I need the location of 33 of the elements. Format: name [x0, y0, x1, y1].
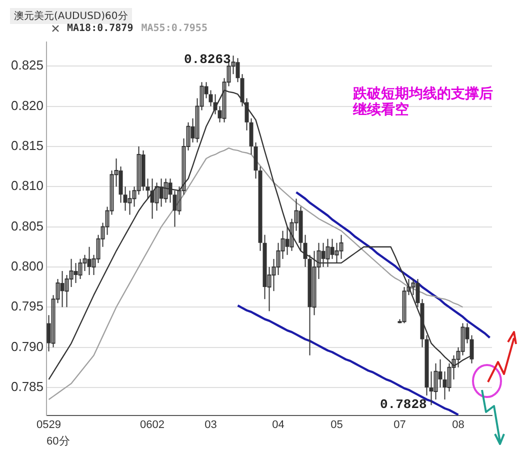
y-tick-label: 0.815 [10, 138, 44, 154]
y-tick-label: 0.795 [10, 298, 44, 314]
x-tick-label: 07 [394, 419, 406, 432]
candlestick [208, 90, 213, 107]
candlestick [339, 234, 344, 260]
annotation: 0.7828 [380, 397, 428, 413]
y-tick-label: 0.810 [10, 178, 44, 194]
x-tick-label: 04 [272, 419, 284, 432]
candlestick [244, 98, 249, 131]
y-tick-label: 0.825 [10, 58, 44, 73]
candlestick [416, 278, 420, 308]
candlestick [213, 94, 218, 115]
chart-title: 澳元美元(AUDUSD)60分 [10, 8, 132, 24]
x-tick-label: 08 [452, 419, 464, 432]
candlestick [168, 178, 172, 204]
candlestick [146, 178, 150, 200]
y-tick-label: 0.785 [10, 379, 44, 394]
candlestick [303, 234, 308, 268]
text: MA55:0.7955 [141, 23, 208, 34]
annotation: 跌破短期均线的支撑后继续看空 [353, 86, 494, 118]
y-tick-label: 0.790 [10, 338, 44, 354]
x-tick-label: 05 [330, 419, 343, 432]
y-tick-label: 0.820 [10, 98, 44, 113]
candlestick [438, 358, 442, 388]
x-axis-title: 60分 [46, 435, 70, 448]
x-tick-label: 03 [204, 419, 217, 432]
text: MA18:0.7879 [67, 23, 134, 34]
x-tick-label: 0529 [36, 419, 62, 432]
x-tick-label: 0602 [140, 419, 165, 432]
y-tick-label: 0.800 [10, 258, 44, 274]
y-tick-label: 0.805 [10, 218, 44, 234]
candlestick [236, 58, 240, 83]
annotation: 0.8263 [184, 52, 232, 68]
